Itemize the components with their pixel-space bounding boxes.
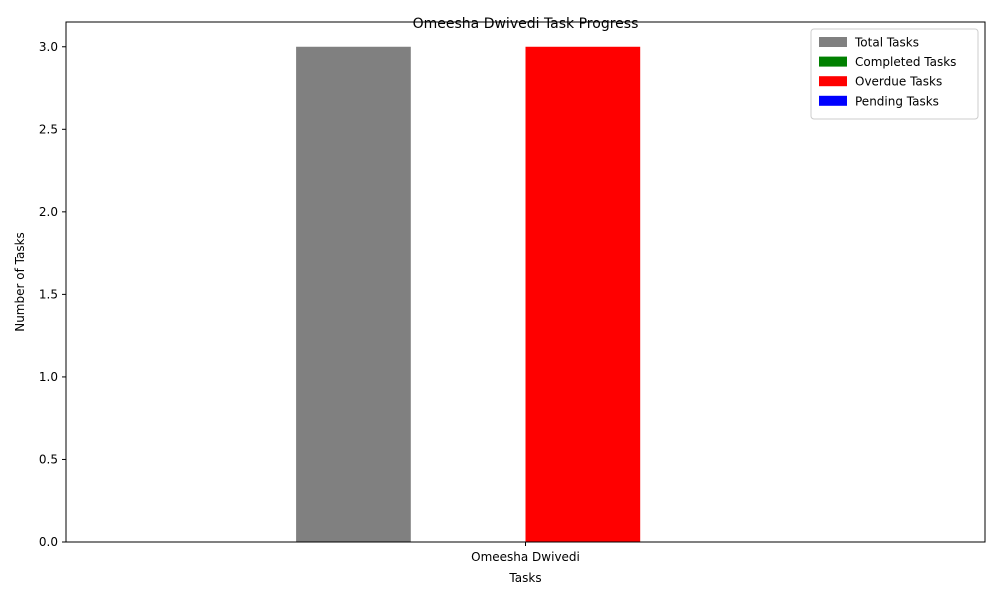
plot-frame <box>65 21 986 543</box>
legend-swatch <box>819 95 847 106</box>
y-tick-label: 1.5 <box>39 287 58 301</box>
legend-swatch <box>819 56 847 67</box>
legend: Total Tasks Completed Tasks Overdue Tasks P… <box>810 28 979 120</box>
bar <box>525 46 641 543</box>
chart-title: Omeesha Dwivedi Task Progress <box>413 16 639 32</box>
y-tick-label: 2.5 <box>39 122 58 136</box>
legend-swatch <box>819 76 847 87</box>
x-axis: Omeesha Dwivedi <box>471 542 580 564</box>
legend-box <box>810 28 979 120</box>
y-axis: 0.0 0.5 1.0 1.5 2.0 2.5 3.0 <box>39 40 66 549</box>
y-tick-label: 3.0 <box>39 40 58 54</box>
y-tick-label: 2.0 <box>39 205 58 219</box>
x-tick-label: Omeesha Dwivedi <box>471 550 580 564</box>
y-axis-title: Number of Tasks <box>13 232 27 332</box>
y-tick-label: 1.0 <box>39 370 58 384</box>
bar <box>296 46 411 543</box>
legend-label: Completed Tasks <box>855 55 956 69</box>
legend-swatch <box>819 37 847 47</box>
y-tick-label: 0.0 <box>39 535 58 549</box>
y-tick-label: 0.5 <box>39 452 58 466</box>
bars-group <box>296 46 641 543</box>
x-axis-title: Tasks <box>508 571 541 585</box>
legend-label: Pending Tasks <box>855 94 939 108</box>
legend-label: Overdue Tasks <box>855 75 942 89</box>
legend-label: Total Tasks <box>854 36 919 50</box>
